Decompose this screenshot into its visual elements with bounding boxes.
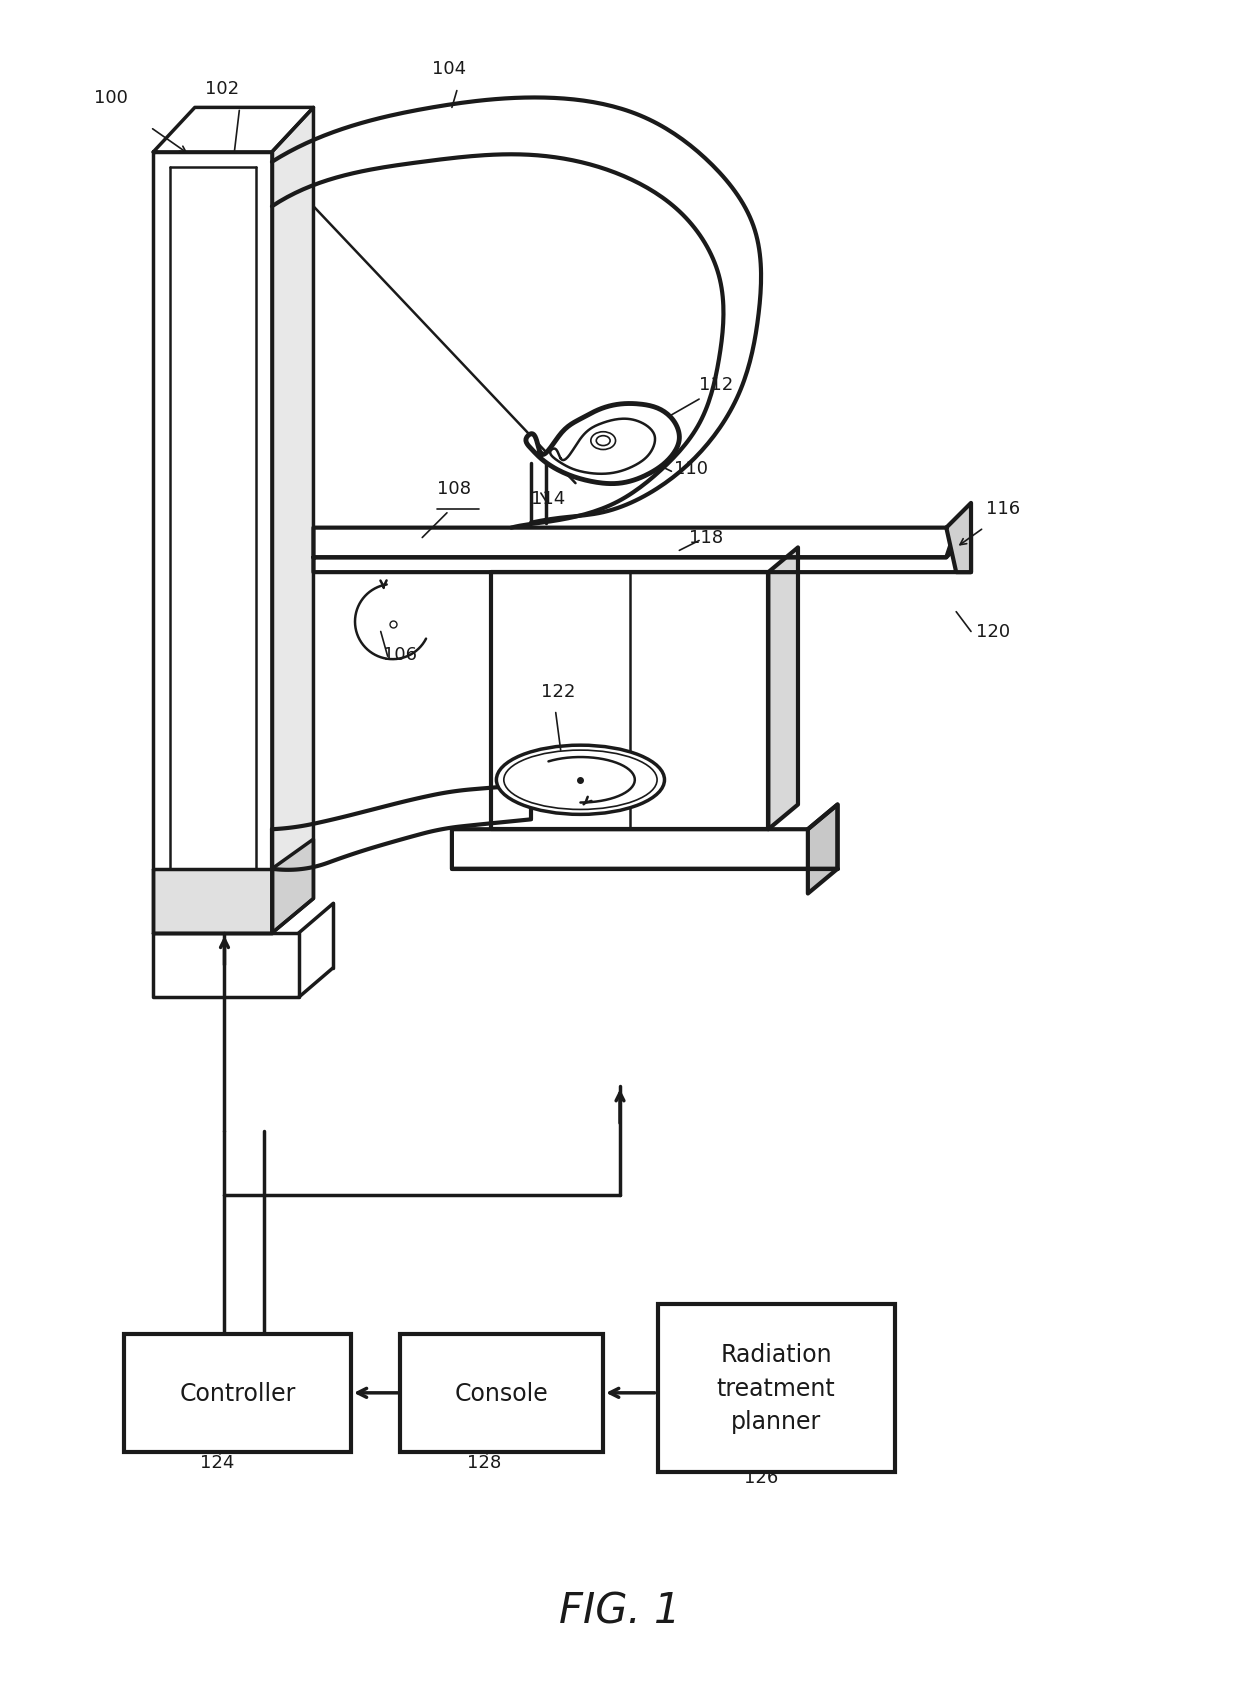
Polygon shape [314, 533, 971, 572]
Polygon shape [946, 504, 971, 572]
Text: 116: 116 [986, 499, 1021, 518]
Polygon shape [272, 109, 314, 934]
Text: 120: 120 [976, 623, 1011, 642]
Text: 100: 100 [94, 90, 128, 107]
Polygon shape [314, 528, 956, 559]
Text: 122: 122 [541, 683, 575, 700]
Polygon shape [526, 404, 680, 484]
Text: 110: 110 [675, 460, 708, 477]
Polygon shape [154, 934, 299, 998]
Polygon shape [769, 548, 799, 830]
Polygon shape [154, 153, 272, 934]
Polygon shape [272, 839, 314, 934]
Text: 124: 124 [200, 1453, 234, 1470]
FancyBboxPatch shape [124, 1333, 351, 1452]
Text: 112: 112 [699, 375, 733, 394]
Text: FIG. 1: FIG. 1 [559, 1589, 681, 1632]
FancyBboxPatch shape [401, 1333, 603, 1452]
Polygon shape [451, 805, 837, 869]
FancyBboxPatch shape [657, 1304, 895, 1472]
Text: 114: 114 [531, 489, 565, 508]
Polygon shape [154, 869, 272, 934]
Text: 126: 126 [744, 1469, 777, 1486]
Polygon shape [551, 419, 655, 474]
Polygon shape [154, 109, 314, 153]
Text: Radiation
treatment
planner: Radiation treatment planner [717, 1343, 836, 1433]
Polygon shape [808, 805, 837, 893]
Polygon shape [491, 572, 769, 830]
Text: 104: 104 [432, 59, 466, 78]
Text: 108: 108 [436, 481, 471, 498]
Text: 128: 128 [466, 1453, 501, 1470]
Text: 106: 106 [383, 645, 417, 664]
Text: 118: 118 [689, 530, 723, 547]
Text: Console: Console [455, 1380, 549, 1404]
Text: 102: 102 [205, 80, 239, 97]
Text: Controller: Controller [179, 1380, 295, 1404]
Ellipse shape [496, 745, 665, 815]
